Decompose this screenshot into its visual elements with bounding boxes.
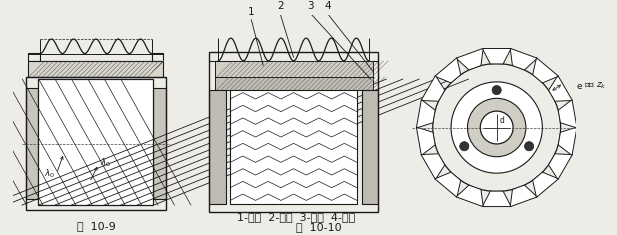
Text: $\lambda_0$: $\lambda_0$ bbox=[101, 157, 112, 169]
Polygon shape bbox=[456, 48, 483, 70]
Polygon shape bbox=[435, 58, 461, 83]
Text: 4: 4 bbox=[324, 1, 331, 11]
Text: 图  10-9: 图 10-9 bbox=[77, 221, 115, 231]
Bar bbox=[215, 77, 373, 90]
Bar bbox=[215, 61, 373, 77]
Polygon shape bbox=[510, 48, 537, 70]
Bar bbox=[26, 77, 166, 210]
Text: 1-刀体  2-刀片  3-端盖  4-螺钉: 1-刀体 2-刀片 3-端盖 4-螺钉 bbox=[237, 212, 355, 223]
Circle shape bbox=[460, 142, 469, 151]
Polygon shape bbox=[558, 127, 577, 155]
Polygon shape bbox=[549, 154, 573, 180]
Bar bbox=[154, 88, 166, 199]
Bar bbox=[230, 90, 357, 204]
Bar bbox=[38, 79, 154, 205]
Bar bbox=[230, 90, 357, 204]
Text: 2: 2 bbox=[277, 1, 283, 11]
Circle shape bbox=[480, 111, 513, 144]
Bar bbox=[26, 88, 38, 199]
Polygon shape bbox=[532, 58, 558, 83]
Text: e: e bbox=[577, 82, 582, 91]
Bar bbox=[38, 79, 154, 205]
Text: 图  10-10: 图 10-10 bbox=[296, 223, 342, 232]
Polygon shape bbox=[558, 100, 577, 128]
Circle shape bbox=[524, 142, 534, 151]
Polygon shape bbox=[421, 154, 445, 180]
Bar bbox=[152, 53, 164, 61]
Polygon shape bbox=[482, 48, 511, 64]
Polygon shape bbox=[456, 185, 483, 207]
Polygon shape bbox=[510, 185, 537, 207]
Bar bbox=[28, 61, 164, 77]
Polygon shape bbox=[435, 172, 461, 197]
Circle shape bbox=[492, 86, 501, 95]
Bar bbox=[209, 52, 378, 212]
Circle shape bbox=[451, 82, 542, 173]
Text: 3: 3 bbox=[307, 1, 314, 11]
Text: d: d bbox=[499, 116, 504, 125]
Text: 齿数 $z_k$: 齿数 $z_k$ bbox=[584, 80, 607, 91]
Polygon shape bbox=[532, 172, 558, 197]
Circle shape bbox=[468, 98, 526, 157]
Polygon shape bbox=[549, 75, 573, 101]
Polygon shape bbox=[482, 191, 511, 207]
Polygon shape bbox=[421, 75, 445, 101]
Bar bbox=[209, 90, 226, 204]
Text: 1: 1 bbox=[248, 7, 255, 17]
Bar bbox=[362, 90, 378, 204]
Bar bbox=[28, 53, 40, 61]
Polygon shape bbox=[416, 127, 435, 155]
Text: $\lambda_0$: $\lambda_0$ bbox=[44, 168, 55, 180]
Polygon shape bbox=[416, 100, 435, 128]
